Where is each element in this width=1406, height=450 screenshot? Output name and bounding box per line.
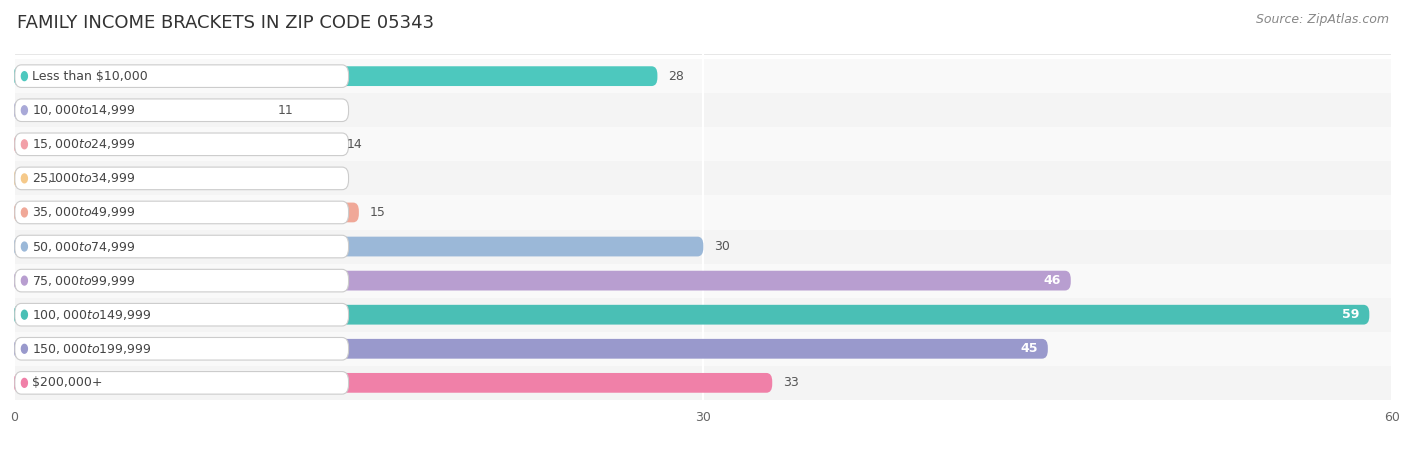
Text: Less than $10,000: Less than $10,000 — [32, 70, 148, 83]
FancyBboxPatch shape — [15, 201, 349, 224]
Text: 30: 30 — [714, 240, 730, 253]
Bar — [14, 230, 1392, 264]
Text: 1: 1 — [48, 172, 56, 185]
Text: 33: 33 — [783, 376, 799, 389]
Text: $15,000 to $24,999: $15,000 to $24,999 — [32, 137, 136, 151]
Circle shape — [21, 378, 27, 387]
Circle shape — [21, 310, 27, 319]
Bar — [14, 264, 1392, 297]
Circle shape — [21, 106, 27, 115]
FancyBboxPatch shape — [14, 339, 1047, 359]
Bar — [14, 332, 1392, 366]
Text: 28: 28 — [669, 70, 685, 83]
Text: $150,000 to $199,999: $150,000 to $199,999 — [32, 342, 152, 356]
Bar — [14, 297, 1392, 332]
FancyBboxPatch shape — [14, 202, 359, 222]
FancyBboxPatch shape — [15, 372, 349, 394]
Text: Source: ZipAtlas.com: Source: ZipAtlas.com — [1256, 14, 1389, 27]
Text: 11: 11 — [278, 104, 294, 117]
Circle shape — [21, 242, 27, 251]
FancyBboxPatch shape — [15, 167, 349, 189]
FancyBboxPatch shape — [15, 65, 349, 87]
Text: FAMILY INCOME BRACKETS IN ZIP CODE 05343: FAMILY INCOME BRACKETS IN ZIP CODE 05343 — [17, 14, 434, 32]
Bar — [14, 162, 1392, 195]
Text: 46: 46 — [1043, 274, 1062, 287]
Text: $35,000 to $49,999: $35,000 to $49,999 — [32, 206, 136, 220]
FancyBboxPatch shape — [14, 271, 1071, 291]
FancyBboxPatch shape — [14, 373, 772, 393]
Bar — [14, 366, 1392, 400]
FancyBboxPatch shape — [14, 100, 267, 120]
Text: 59: 59 — [1343, 308, 1360, 321]
Text: $25,000 to $34,999: $25,000 to $34,999 — [32, 171, 136, 185]
FancyBboxPatch shape — [15, 303, 349, 326]
FancyBboxPatch shape — [15, 270, 349, 292]
FancyBboxPatch shape — [15, 235, 349, 258]
Bar — [14, 127, 1392, 162]
Text: $75,000 to $99,999: $75,000 to $99,999 — [32, 274, 136, 288]
FancyBboxPatch shape — [15, 338, 349, 360]
Bar — [14, 93, 1392, 127]
Circle shape — [21, 174, 27, 183]
FancyBboxPatch shape — [15, 133, 349, 156]
Bar — [14, 195, 1392, 230]
Circle shape — [21, 72, 27, 81]
FancyBboxPatch shape — [15, 99, 349, 122]
Circle shape — [21, 344, 27, 353]
FancyBboxPatch shape — [14, 66, 658, 86]
Circle shape — [21, 276, 27, 285]
FancyBboxPatch shape — [14, 135, 336, 154]
Text: $50,000 to $74,999: $50,000 to $74,999 — [32, 239, 136, 253]
Circle shape — [21, 208, 27, 217]
Circle shape — [21, 140, 27, 149]
Text: 14: 14 — [347, 138, 363, 151]
FancyBboxPatch shape — [14, 305, 1369, 324]
FancyBboxPatch shape — [14, 168, 38, 188]
Text: 45: 45 — [1021, 342, 1038, 355]
Bar — [14, 59, 1392, 93]
Text: $100,000 to $149,999: $100,000 to $149,999 — [32, 308, 152, 322]
Text: 15: 15 — [370, 206, 385, 219]
Text: $200,000+: $200,000+ — [32, 376, 103, 389]
Text: $10,000 to $14,999: $10,000 to $14,999 — [32, 103, 136, 117]
FancyBboxPatch shape — [14, 237, 703, 256]
